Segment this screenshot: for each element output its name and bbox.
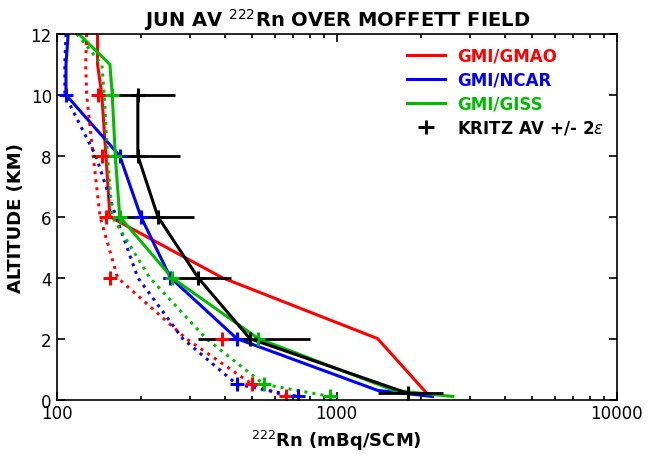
GMI/GMAO (374, 336, 382, 341)
GMI/GISS (106, 62, 114, 68)
GMI/GISS (390, 388, 398, 393)
GMI/GMAO (106, 214, 114, 220)
GMI/NCAR (166, 275, 174, 281)
GMI/GMAO (102, 154, 110, 159)
GMI/NCAR (429, 394, 437, 399)
Y-axis label: ALTITUDE (KM): ALTITUDE (KM) (7, 142, 25, 292)
GMI/GISS (109, 93, 116, 98)
GMI/NCAR (64, 32, 72, 38)
GMI/NCAR (233, 336, 240, 341)
Line: GMI/GMAO: GMI/GMAO (98, 35, 427, 393)
GMI/GMAO (423, 391, 431, 396)
GMI/GISS (111, 154, 119, 159)
Line: GMI/NCAR: GMI/NCAR (66, 35, 433, 397)
X-axis label: $^{222}$Rn (mBq/SCM): $^{222}$Rn (mBq/SCM) (252, 428, 422, 452)
GMI/GISS (116, 214, 124, 220)
GMI/NCAR (137, 214, 145, 220)
Line: GMI/GISS: GMI/GISS (79, 35, 453, 397)
GMI/GISS (254, 336, 262, 341)
GMI/NCAR (62, 62, 70, 68)
GMI/NCAR (62, 93, 70, 98)
GMI/GISS (75, 32, 83, 38)
GMI/GMAO (94, 62, 101, 68)
GMI/GMAO (218, 275, 226, 281)
Title: JUN AV $^{222}$Rn OVER MOFFETT FIELD: JUN AV $^{222}$Rn OVER MOFFETT FIELD (144, 7, 530, 33)
GMI/GISS (449, 394, 457, 399)
GMI/NCAR (374, 388, 382, 393)
Legend: GMI/GMAO, GMI/NCAR, GMI/GISS, KRITZ AV +/- 2$\varepsilon$: GMI/GMAO, GMI/NCAR, GMI/GISS, KRITZ AV +… (402, 43, 609, 142)
GMI/GMAO (94, 32, 101, 38)
GMI/GMAO (98, 93, 106, 98)
GMI/NCAR (116, 154, 124, 159)
GMI/GISS (168, 275, 176, 281)
